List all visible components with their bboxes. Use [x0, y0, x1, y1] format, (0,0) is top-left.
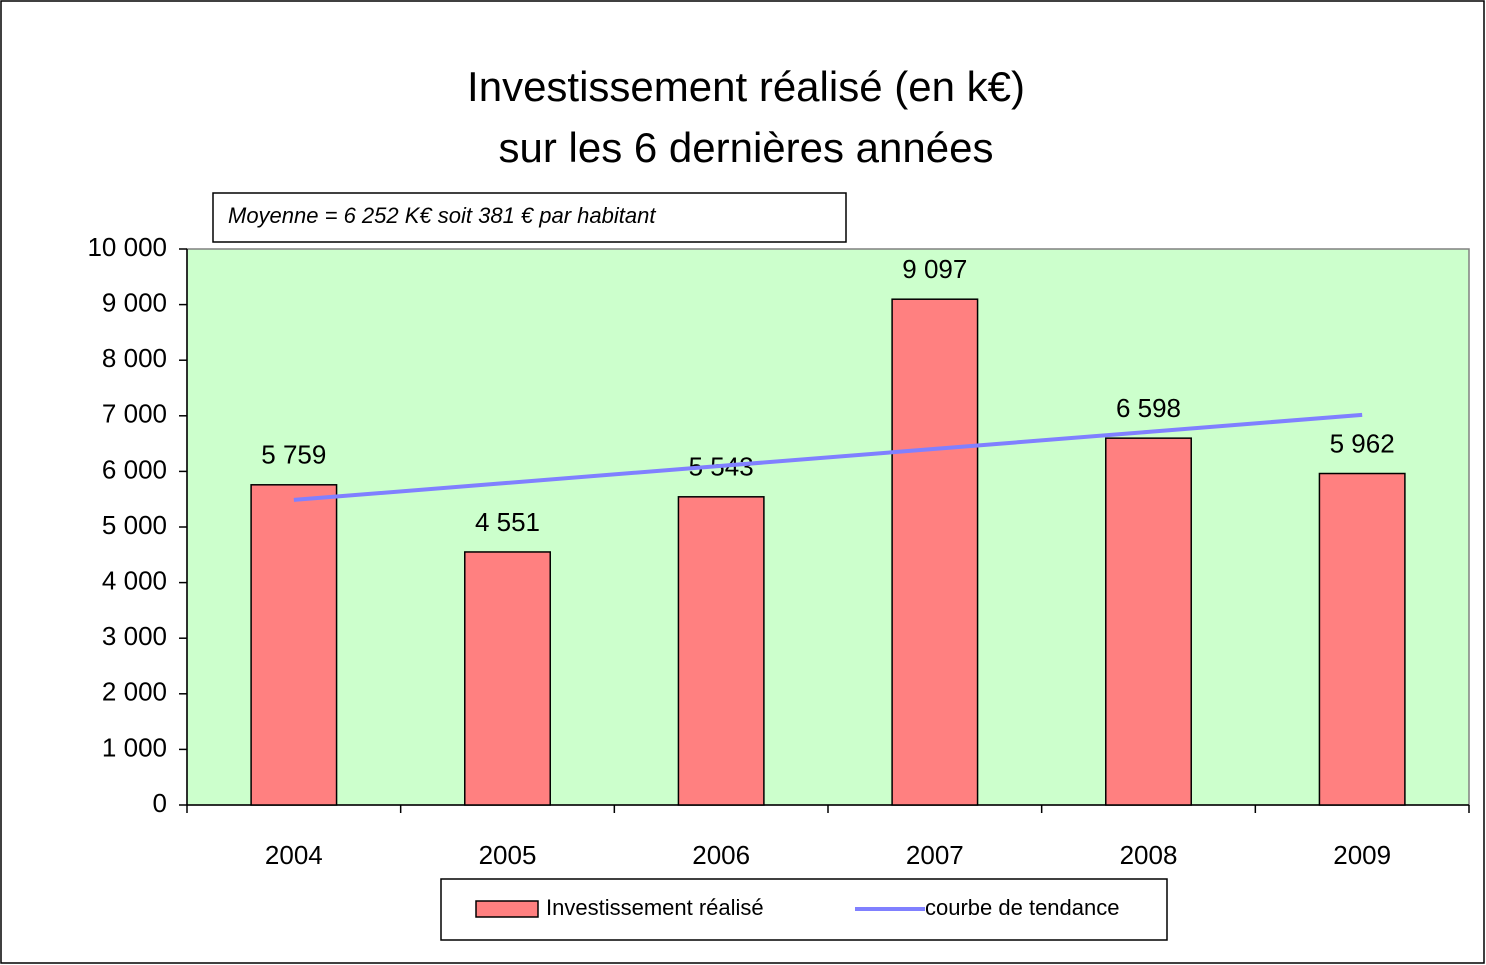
bar: [1105, 437, 1192, 806]
x-tick-label: 2005: [479, 840, 537, 870]
y-tick-label: 5 000: [102, 510, 167, 540]
x-tick-label: 2009: [1333, 840, 1391, 870]
x-tick-label: 2008: [1120, 840, 1178, 870]
bar: [677, 496, 765, 806]
y-tick-label: 9 000: [102, 287, 167, 317]
legend-label: Investissement réalisé: [546, 895, 764, 920]
x-tick-label: 2007: [906, 840, 964, 870]
data-label: 9 097: [902, 254, 967, 284]
y-tick-label: 6 000: [102, 454, 167, 484]
annotation-box: [212, 192, 847, 243]
y-tick-label: 2 000: [102, 677, 167, 707]
bar: [464, 551, 551, 806]
data-label: 5 962: [1330, 428, 1395, 458]
trend-line: [293, 412, 1363, 502]
legend-label: courbe de tendance: [925, 895, 1120, 920]
annotation: Moyenne = 6 252 K€ soit 381 € par habita…: [228, 203, 656, 228]
y-tick-label: 7 000: [102, 399, 167, 429]
data-label: 5 759: [261, 440, 326, 470]
data-label: 6 598: [1116, 393, 1181, 423]
bar: [250, 484, 338, 806]
legend-swatch: [475, 900, 539, 918]
y-tick-label: 4 000: [102, 565, 167, 595]
bar: [1318, 472, 1406, 806]
y-tick-label: 3 000: [102, 621, 167, 651]
chart-subtitle: sur les 6 dernières années: [499, 124, 994, 171]
y-tick-label: 0: [153, 788, 167, 818]
bar: [891, 298, 979, 806]
legend-box: [440, 878, 1168, 941]
plot-area: [186, 248, 1470, 806]
data-label: 4 551: [475, 507, 540, 537]
x-tick-label: 2006: [692, 840, 750, 870]
y-tick-label: 8 000: [102, 343, 167, 373]
y-tick-label: 1 000: [102, 732, 167, 762]
chart-title: Investissement réalisé (en k€): [467, 63, 1025, 110]
y-tick-label: 10 000: [87, 232, 167, 262]
x-tick-label: 2004: [265, 840, 323, 870]
